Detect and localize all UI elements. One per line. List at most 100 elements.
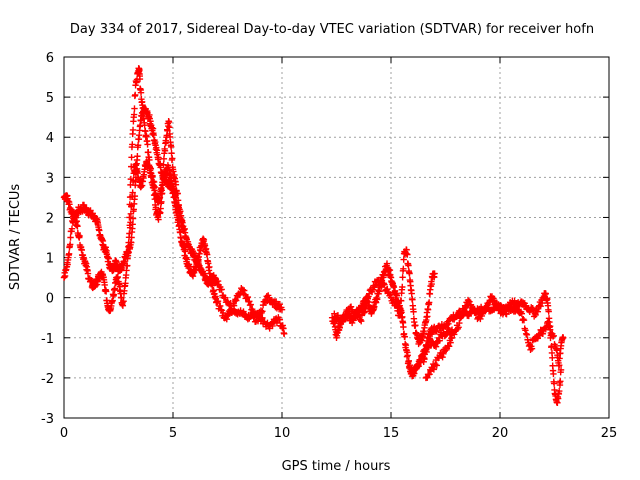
- data-point: [554, 399, 561, 407]
- data-point: [149, 130, 156, 138]
- data-point: [144, 141, 151, 148]
- data-point: [269, 322, 276, 330]
- data-point: [410, 308, 417, 315]
- data-point: [424, 306, 432, 313]
- data-point: [102, 288, 110, 295]
- data-point: [68, 225, 76, 232]
- data-point: [111, 285, 119, 292]
- data-point: [278, 306, 286, 313]
- data-point: [222, 294, 229, 301]
- data-point: [436, 337, 443, 344]
- data-point: [161, 147, 169, 154]
- data-point: [172, 181, 180, 188]
- data-point: [539, 330, 547, 337]
- data-point: [522, 327, 529, 334]
- data-point: [169, 155, 176, 162]
- y-tick-label: 6: [46, 51, 54, 66]
- data-point: [557, 366, 565, 374]
- x-tick-label: 10: [274, 426, 291, 441]
- data-point: [520, 315, 527, 323]
- data-point: [433, 327, 440, 335]
- data-point: [272, 298, 280, 305]
- data-point: [527, 346, 534, 354]
- data-point: [405, 357, 413, 364]
- data-point: [447, 339, 454, 346]
- data-point: [126, 193, 134, 201]
- data-point: [160, 155, 168, 162]
- data-point: [129, 189, 136, 196]
- data-point: [151, 195, 159, 203]
- data-point: [448, 326, 456, 333]
- data-point: [196, 250, 203, 258]
- data-point: [433, 362, 440, 369]
- data-point: [233, 297, 240, 304]
- data-point: [280, 330, 288, 337]
- data-point: [203, 251, 211, 258]
- data-point: [557, 378, 564, 385]
- data-point: [131, 105, 138, 112]
- data-point: [546, 323, 554, 330]
- data-point: [229, 308, 236, 315]
- x-tick-label: 25: [601, 426, 618, 441]
- x-tick-label: 0: [60, 426, 68, 441]
- data-point: [412, 322, 419, 329]
- y-tick-label: 2: [46, 211, 54, 226]
- data-point: [160, 161, 167, 168]
- data-point: [482, 306, 490, 313]
- data-point: [186, 263, 193, 270]
- data-point: [109, 297, 116, 304]
- data-point: [556, 387, 563, 395]
- data-point: [420, 329, 428, 337]
- data-point: [167, 143, 175, 151]
- data-point: [209, 280, 216, 287]
- data-point: [454, 325, 462, 332]
- y-tick-label: -1: [41, 332, 54, 347]
- data-point: [381, 281, 388, 288]
- data-point: [447, 330, 454, 338]
- data-point: [397, 305, 404, 313]
- data-point: [393, 302, 401, 309]
- data-point: [159, 172, 167, 179]
- data-point: [127, 175, 135, 183]
- data-point: [230, 302, 238, 309]
- data-point: [534, 308, 541, 315]
- data-point: [218, 286, 225, 293]
- y-tick-label: 1: [46, 252, 54, 267]
- data-point: [65, 250, 73, 258]
- data-point: [132, 91, 139, 99]
- data-point: [125, 249, 132, 256]
- data-point: [146, 156, 153, 164]
- data-point: [389, 296, 397, 303]
- data-point: [67, 234, 74, 241]
- data-point: [129, 215, 137, 222]
- data-point: [201, 242, 209, 249]
- data-point: [400, 256, 407, 263]
- data-marks: [60, 65, 567, 407]
- data-point: [472, 308, 480, 315]
- data-point: [189, 273, 197, 280]
- data-point: [130, 111, 138, 118]
- data-point: [334, 312, 342, 319]
- data-point: [406, 361, 414, 369]
- data-point: [174, 190, 181, 197]
- data-point: [459, 312, 466, 319]
- data-point: [66, 241, 74, 248]
- x-tick-label: 20: [492, 426, 509, 441]
- data-point: [409, 296, 416, 303]
- data-point: [405, 262, 412, 269]
- data-point: [445, 343, 453, 350]
- y-tick-label: -3: [41, 412, 54, 427]
- data-point: [550, 370, 557, 378]
- data-point: [142, 127, 149, 135]
- data-point: [400, 323, 407, 331]
- data-point: [473, 308, 480, 316]
- data-point: [549, 354, 556, 362]
- data-point: [448, 329, 455, 336]
- data-point: [74, 223, 81, 230]
- data-point: [105, 255, 112, 262]
- data-point: [550, 380, 558, 387]
- data-point: [425, 299, 433, 306]
- data-point: [214, 277, 222, 285]
- data-point: [455, 324, 462, 331]
